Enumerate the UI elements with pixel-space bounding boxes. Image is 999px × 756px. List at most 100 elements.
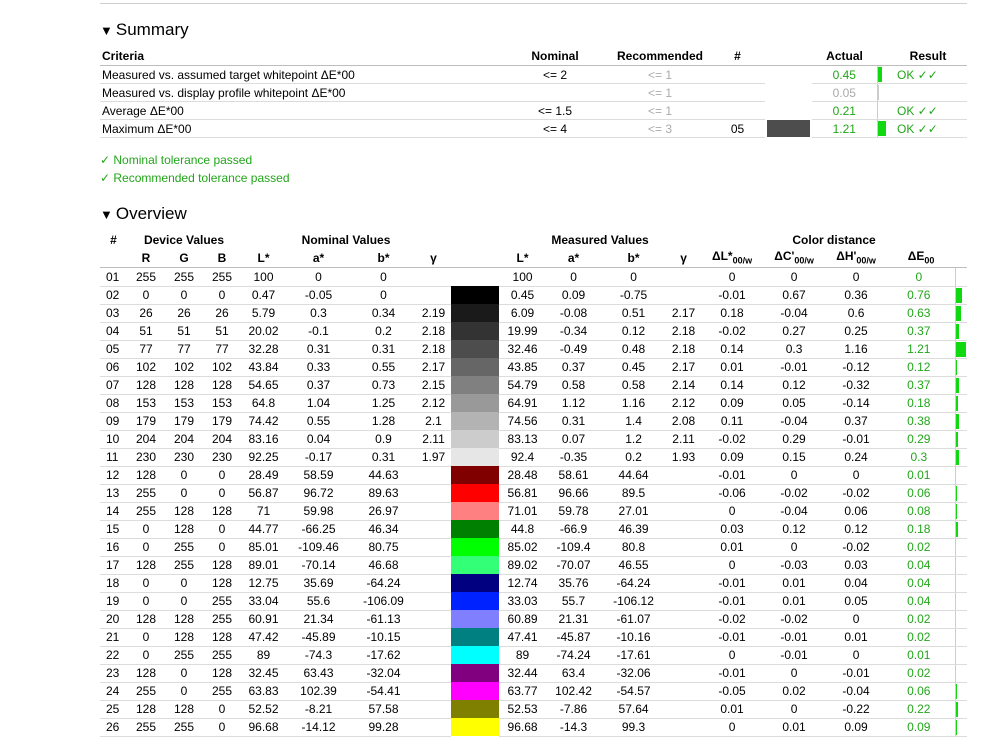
cell-n: 04 [100, 322, 127, 341]
cell-de: 0 [887, 267, 956, 287]
cell-dc: 0.67 [763, 286, 826, 305]
overview-row: 03 26 26 26 5.79 0.3 0.34 2.19 6.09 -0.08 0.51 2.17… [100, 304, 968, 323]
cell-nb: 99.28 [351, 718, 417, 737]
cell-dc: 0.01 [763, 718, 826, 737]
cell-dc: 0.01 [763, 574, 826, 593]
cell-ng: 2.12 [416, 394, 452, 413]
summary-bar-cell [876, 101, 889, 120]
color-swatch-cell [451, 538, 500, 556]
cell-nb: -61.13 [351, 610, 417, 629]
cell-mg: 2.12 [666, 394, 702, 413]
delta-e-bar [956, 521, 958, 537]
delta-e-bar [956, 701, 958, 717]
delta-e-bar-cell [954, 574, 968, 593]
cell-ng [416, 610, 452, 629]
cell-mg [666, 538, 702, 557]
cell-mg [666, 286, 702, 305]
summary-swatch-cell [765, 102, 812, 120]
cell-ml: 83.13 [499, 430, 547, 449]
nominal-a-header: a* [286, 248, 352, 268]
cell-dh: -0.02 [825, 538, 888, 557]
cell-b: 26 [203, 304, 242, 323]
color-swatch [451, 520, 500, 538]
color-swatch [451, 484, 500, 502]
num-header: # [710, 47, 765, 66]
cell-dl: 0.18 [701, 304, 764, 323]
delta-e-bar [956, 395, 958, 411]
cell-de: 0.18 [887, 520, 956, 539]
summary-bar-cell [876, 65, 889, 84]
cell-dl: -0.05 [701, 682, 764, 701]
cell-mg [666, 592, 702, 611]
overview-row: 19 0 0 255 33.04 55.6 -106.09 33.03 55.7 -106.12-… [100, 592, 968, 611]
cell-ma: 58.61 [546, 466, 602, 485]
cell-mb: 1.2 [601, 430, 667, 449]
overview-heading[interactable]: ▼ Overview [100, 204, 187, 223]
cell-g: 26 [165, 304, 203, 323]
summary-swatch [767, 120, 810, 137]
delta-e-bar-cell [954, 538, 968, 557]
cell-n: 08 [100, 394, 127, 413]
cell-nb: -64.24 [351, 574, 417, 593]
color-swatch [451, 286, 500, 304]
delta-e-bar-cell [954, 520, 968, 539]
overview-row: 11 230 230 230 92.25 -0.17 0.31 1.97 92.4 -0.35 0.… [100, 448, 968, 467]
cell-na: 55.6 [286, 592, 352, 611]
cell-b: 102 [203, 358, 242, 377]
cell-ng [416, 520, 452, 539]
cell-ma: 63.4 [546, 664, 602, 683]
cell-na: 1.04 [286, 394, 352, 413]
summary-row: Measured vs. display profile whitepoint … [100, 83, 967, 102]
cell-r: 128 [127, 610, 165, 629]
cell-ml: 6.09 [499, 304, 547, 323]
cell-ml: 43.85 [499, 358, 547, 377]
cell-ma: -0.34 [546, 322, 602, 341]
cell-dc: 0.29 [763, 430, 826, 449]
summary-recommended-cell: <= 1 [610, 83, 710, 102]
cell-de: 1.21 [887, 340, 956, 359]
cell-ma: 96.66 [546, 484, 602, 503]
cell-b: 179 [203, 412, 242, 431]
cell-ma: 0.58 [546, 376, 602, 395]
cell-dc: -0.01 [763, 628, 826, 647]
cell-ma: 35.76 [546, 574, 602, 593]
cell-mb: 0.45 [601, 358, 667, 377]
cell-g: 128 [165, 610, 203, 629]
cell-dh: 0.36 [825, 286, 888, 305]
cell-r: 128 [127, 664, 165, 683]
summary-actual-cell: 0.05 [812, 83, 877, 102]
color-swatch-cell [451, 682, 500, 700]
cell-ml: 64.91 [499, 394, 547, 413]
overview-row: 09 179 179 179 74.42 0.55 1.28 2.1 74.56 0.31 1.4 2… [100, 412, 968, 431]
color-swatch-cell [451, 556, 500, 574]
cell-nl: 20.02 [241, 322, 287, 341]
cell-dh: 1.16 [825, 340, 888, 359]
delta-l-header: ΔL*00/w [701, 248, 764, 268]
nominal-header: Nominal [500, 47, 610, 66]
cell-ml: 47.41 [499, 628, 547, 647]
cell-r: 26 [127, 304, 165, 323]
cell-g: 255 [165, 267, 203, 287]
cell-nb: 0.31 [351, 340, 417, 359]
cell-na: -70.14 [286, 556, 352, 575]
cell-r: 102 [127, 358, 165, 377]
cell-de: 0.08 [887, 502, 956, 521]
delta-e-bar-cell [954, 412, 968, 431]
cell-ng [416, 664, 452, 683]
cell-nb: 0.31 [351, 448, 417, 467]
delta-e-bar [956, 359, 957, 375]
swatch-header [765, 47, 812, 66]
cell-nl: 47.42 [241, 628, 287, 647]
delta-e-bar [956, 287, 962, 303]
recommended-header: Recommended [610, 47, 710, 66]
cell-ng: 2.18 [416, 322, 452, 341]
summary-row: Measured vs. assumed target whitepoint Δ… [100, 65, 967, 84]
cell-dc: 0.3 [763, 340, 826, 359]
cell-r: 0 [127, 574, 165, 593]
cell-n: 14 [100, 502, 127, 521]
cell-mb: 0.51 [601, 304, 667, 323]
summary-heading[interactable]: ▼ Summary [100, 20, 189, 39]
cell-dh: -0.12 [825, 358, 888, 377]
cell-b: 0 [203, 700, 242, 719]
cell-de: 0.37 [887, 322, 956, 341]
